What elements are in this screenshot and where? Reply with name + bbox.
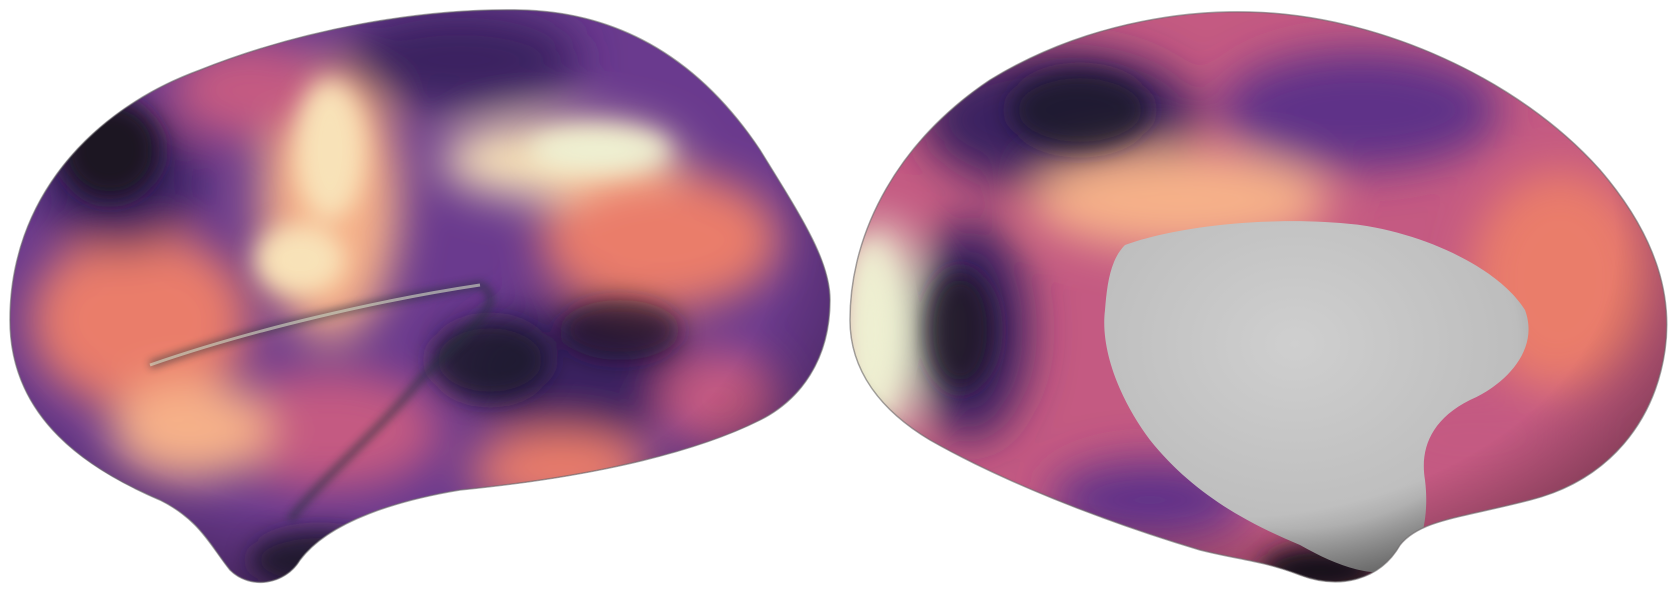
brain-lateral-icon <box>10 9 830 583</box>
brain-medial-icon <box>850 11 1667 582</box>
